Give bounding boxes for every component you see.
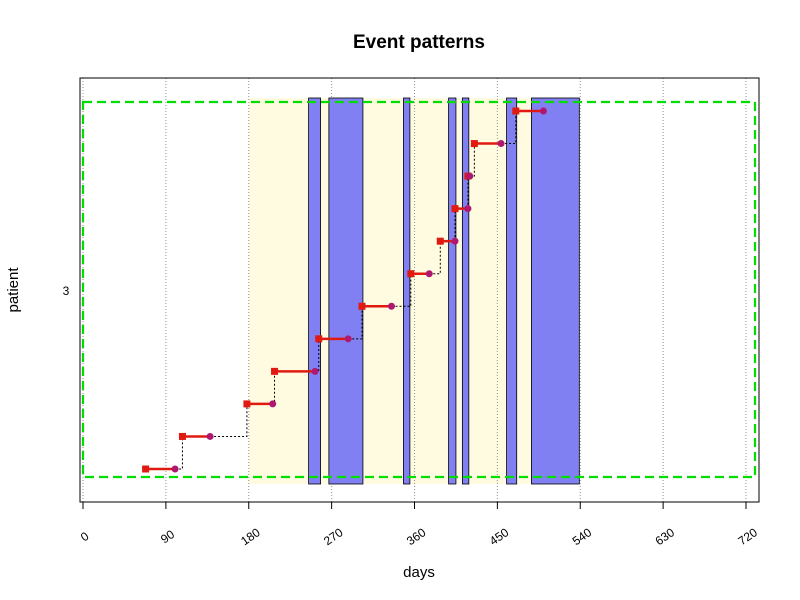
segment-start-marker [358,302,366,310]
event-segments [142,107,547,473]
segment-end-marker [206,432,214,440]
segment-start-marker [271,367,279,375]
x-tick-label: 270 [321,525,346,548]
segment-start-marker [178,432,186,440]
segment-start-marker [436,237,444,245]
segment-end-marker [464,205,472,213]
x-tick-label: 720 [735,525,760,548]
event-box [531,97,580,485]
x-tick-label: 90 [158,527,177,546]
x-tick-label: 180 [238,525,263,548]
segment-end-marker [497,140,505,148]
event-box [328,97,364,485]
y-axis-label: patient [5,267,22,313]
observation-frame [81,100,757,479]
segment-connector [429,241,441,275]
x-tick-label: 360 [404,525,429,548]
observation-frame-rect [81,100,757,479]
y-axis: 3 [63,284,70,298]
segment-end-marker [311,367,319,375]
x-tick-label: 0 [78,529,92,544]
segment-start-marker [512,107,520,115]
x-axis-label: days [403,564,435,581]
segment-end-marker [344,335,352,343]
y-tick-label: 3 [63,284,70,298]
x-axis: 0 90 180 270 360 450 540 630 720 [78,501,760,548]
segment-start-marker [451,205,459,213]
event-box [506,97,518,485]
event-box [461,97,470,485]
segment-end-marker [425,270,433,278]
segment-end-marker [269,400,277,408]
segment-start-marker [315,335,323,343]
segment-connector [501,111,517,145]
segment-end-marker [171,465,179,473]
chart-title: Event patterns [353,32,485,53]
segment-start-marker [470,140,478,148]
segment-start-marker [142,465,150,473]
x-tick-label: 540 [570,525,595,548]
x-tick-label: 450 [487,525,512,548]
segment-connector [175,436,183,470]
segment-connector [348,306,363,340]
segment-end-marker [466,172,474,180]
event-box [308,97,321,485]
segment-end-marker [387,302,395,310]
event-box [448,97,457,485]
segment-end-marker [539,107,547,115]
segment-start-marker [243,400,251,408]
event-box [403,97,411,485]
x-tick-label: 630 [653,525,678,548]
segment-connector [391,273,412,307]
event-boxes [308,97,580,485]
segment-start-marker [407,270,415,278]
segment-end-marker [451,237,459,245]
segment-connector [210,403,248,437]
